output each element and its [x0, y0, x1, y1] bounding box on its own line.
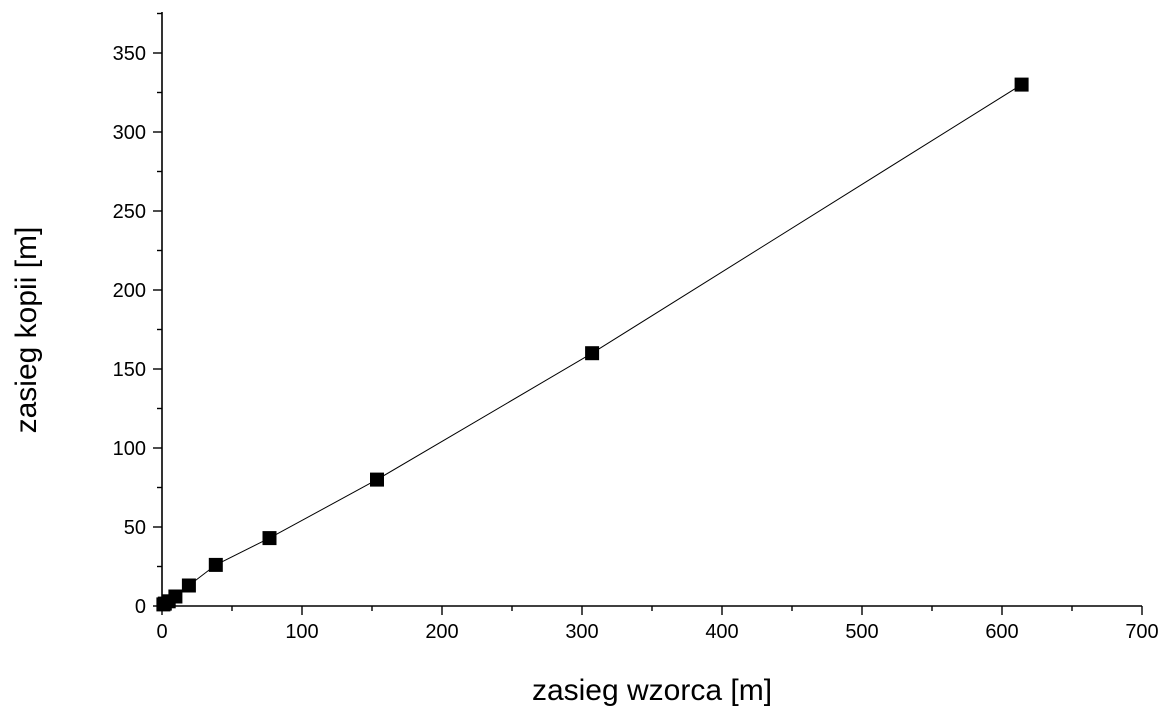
data-point-marker	[1014, 77, 1029, 92]
y-tick-label: 100	[113, 438, 146, 460]
y-tick-label: 50	[124, 517, 146, 539]
ticks	[153, 12, 1143, 615]
series	[156, 77, 1029, 612]
series-line	[163, 84, 1022, 605]
y-tick-label: 250	[113, 201, 146, 223]
data-point-marker	[585, 346, 600, 361]
x-tick-label: 100	[285, 621, 318, 643]
x-tick-label: 200	[425, 621, 458, 643]
data-point-marker	[181, 578, 196, 593]
x-tick-label: 300	[565, 621, 598, 643]
y-tick-label: 350	[113, 43, 146, 65]
y-axis-title: zasieg kopii [m]	[10, 227, 43, 434]
y-tick-label: 300	[113, 122, 146, 144]
x-tick-label: 500	[845, 621, 878, 643]
data-point-marker	[370, 472, 384, 487]
data-point-marker	[262, 531, 277, 546]
y-tick-label: 150	[113, 359, 146, 381]
x-axis-title: zasieg wzorca [m]	[532, 674, 772, 707]
x-tick-label: 700	[1125, 621, 1158, 643]
data-point-marker	[168, 589, 183, 604]
y-tick-label: 0	[135, 596, 146, 618]
x-tick-label: 600	[985, 621, 1018, 643]
x-tick-label: 0	[156, 621, 167, 643]
tick-labels: 0 100 200 300 400 500 600 700 0 50 100 150 200 250 300…	[113, 43, 1159, 643]
x-tick-label: 400	[705, 621, 738, 643]
y-tick-label: 200	[113, 280, 146, 302]
data-point-marker	[208, 557, 223, 572]
